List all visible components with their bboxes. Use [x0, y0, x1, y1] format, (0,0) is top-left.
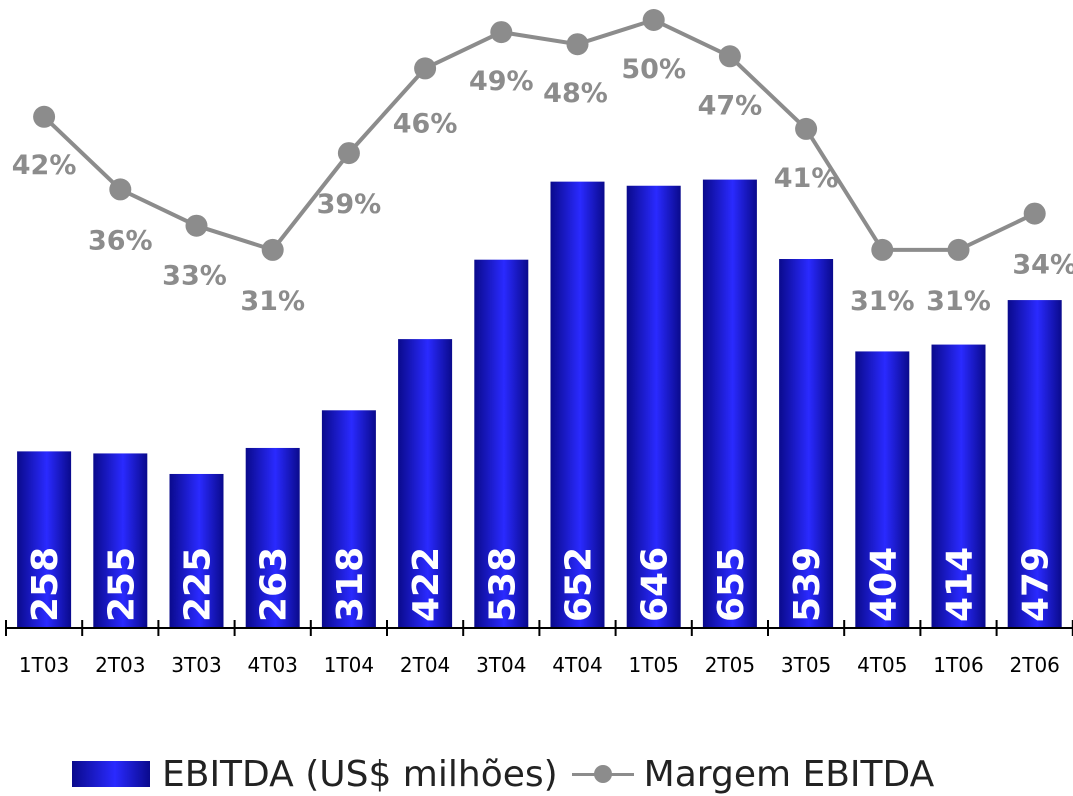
x-tick-label: 1T03	[19, 653, 69, 677]
x-tick-label: 4T04	[552, 653, 602, 677]
margin-marker	[261, 238, 284, 261]
margin-marker	[33, 105, 56, 128]
margin-marker	[185, 214, 208, 237]
x-tick-label: 1T04	[324, 653, 374, 677]
ebitda-bar	[474, 259, 529, 628]
ebitda-bar	[398, 339, 453, 628]
x-tick-label: 1T05	[629, 653, 679, 677]
legend-line-label: Margem EBITDA	[643, 753, 935, 795]
margin-marker	[109, 178, 132, 201]
margin-marker	[871, 238, 894, 261]
margin-marker	[1023, 202, 1046, 225]
legend-line-swatch	[571, 759, 634, 789]
bar-value-label: 318	[330, 547, 371, 622]
margin-marker	[642, 9, 665, 31]
ebitda-bar	[702, 179, 757, 628]
x-tick-label: 3T04	[476, 653, 526, 677]
x-tick-label: 1T06	[933, 653, 983, 677]
data-labels-layer: 258 255 225 263 318 422 538 652 646 655 539 404 414 4…	[12, 54, 1073, 622]
margin-value-label: 41%	[774, 163, 839, 194]
bar-value-label: 255	[101, 547, 142, 622]
ebitda-bar	[550, 181, 605, 628]
x-tick-label: 2T04	[400, 653, 450, 677]
x-tick-label: 2T03	[95, 653, 145, 677]
margin-line	[42, 17, 1036, 253]
legend-bar-label: EBITDA (US$ milhões)	[162, 753, 558, 795]
margin-marker	[718, 45, 741, 68]
margin-value-label: 48%	[543, 78, 608, 109]
ebitda-bar	[779, 259, 834, 628]
bar-value-label: 404	[863, 547, 904, 622]
margin-marker	[490, 21, 513, 44]
ebitda-bar	[321, 410, 376, 628]
bar-value-label: 538	[482, 547, 523, 622]
margin-value-label: 33%	[162, 261, 227, 292]
bar-value-label: 646	[635, 547, 676, 622]
margin-value-label: 31%	[850, 286, 915, 317]
margin-value-label: 31%	[926, 286, 991, 317]
x-tick-label: 2T05	[705, 653, 755, 677]
margin-value-label: 42%	[12, 150, 77, 181]
bar-value-label: 422	[406, 547, 447, 622]
margin-value-label: 36%	[88, 225, 153, 256]
bar-value-label: 258	[25, 547, 66, 622]
ebitda-bar	[17, 451, 72, 628]
bar-value-label: 479	[1016, 547, 1057, 622]
x-tick-label: 4T03	[248, 653, 298, 677]
ebitda-bar	[93, 453, 148, 628]
margin-marker	[414, 57, 437, 80]
chart-legend: EBITDA (US$ milhões) Margem EBITDA	[72, 752, 934, 796]
margin-value-label: 39%	[317, 189, 382, 220]
ebitda-bar	[855, 351, 910, 628]
bar-value-label: 263	[254, 547, 295, 622]
bar-value-label: 225	[178, 547, 219, 622]
x-tick-label: 2T06	[1010, 653, 1060, 677]
margin-value-label: 31%	[240, 286, 305, 317]
ebitda-bar	[931, 344, 986, 628]
x-tick-label: 4T05	[857, 653, 907, 677]
ebitda-bar	[626, 185, 681, 628]
margin-marker	[947, 238, 970, 261]
margin-marker	[337, 142, 360, 165]
bars-layer	[17, 179, 1062, 628]
ebitda-bar	[245, 447, 300, 628]
margin-value-label: 50%	[621, 54, 686, 85]
x-tick-label: 3T03	[171, 653, 221, 677]
margin-marker	[795, 117, 818, 140]
x-tick-label: 3T05	[781, 653, 831, 677]
margin-marker	[566, 33, 589, 56]
x-axis: 1T03 2T03 3T03 4T03 1T04 2T04 3T04 4T04 1T05 2T05…	[5, 620, 1073, 677]
margin-value-label: 49%	[469, 66, 534, 97]
margin-line-layer	[33, 9, 1046, 261]
bar-value-label: 414	[940, 547, 981, 622]
legend-bar-swatch	[72, 761, 150, 787]
margin-value-label: 47%	[698, 90, 763, 121]
margin-value-label: 46%	[393, 108, 458, 139]
ebitda-chart: 1T03 2T03 3T03 4T03 1T04 2T04 3T04 4T04 1T05 2T05…	[5, 9, 1073, 677]
ebitda-bar	[169, 473, 224, 628]
ebitda-bar	[1007, 300, 1062, 628]
bar-value-label: 655	[711, 547, 752, 622]
bar-value-label: 652	[559, 547, 600, 622]
margin-value-label: 34%	[1012, 250, 1073, 281]
bar-value-label: 539	[787, 547, 828, 622]
